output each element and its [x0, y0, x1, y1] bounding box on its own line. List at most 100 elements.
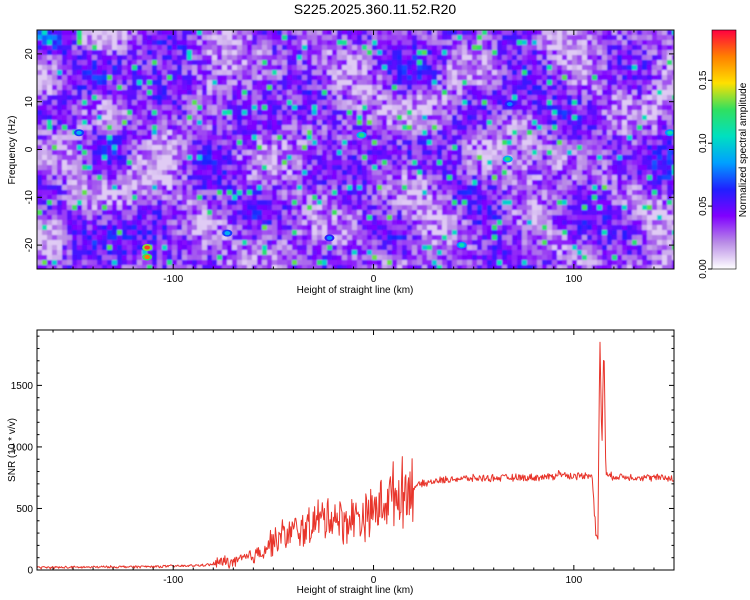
heatmap-cell [617, 190, 623, 196]
heatmap-cell [197, 85, 203, 91]
heatmap-cell [502, 95, 508, 101]
heatmap-cell [202, 125, 208, 131]
heatmap-cell [537, 65, 543, 71]
heatmap-cell [167, 110, 173, 116]
heatmap-cell [542, 160, 548, 166]
heatmap-cell [567, 90, 573, 96]
heatmap-cell [222, 210, 228, 216]
heatmap-cell [282, 160, 288, 166]
heatmap-cell [37, 105, 43, 111]
heatmap-cell [172, 210, 178, 216]
heatmap-cell [422, 150, 428, 156]
heatmap-cell [42, 160, 48, 166]
heatmap-cell [112, 45, 118, 51]
heatmap-cell [662, 80, 668, 86]
heatmap-cell [377, 65, 383, 71]
heatmap-cell [57, 165, 63, 171]
heatmap-cell [52, 160, 58, 166]
heatmap-cell [67, 140, 73, 146]
heatmap-cell [442, 200, 448, 206]
heatmap-cell [402, 135, 408, 141]
heatmap-cell [187, 70, 193, 76]
heatmap-cell [257, 30, 263, 36]
heatmap-cell [42, 50, 48, 56]
heatmap-cell [142, 220, 148, 226]
heatmap-cell [337, 180, 343, 186]
heatmap-cell [632, 70, 638, 76]
heatmap-cell [162, 45, 168, 51]
heatmap-cell [197, 145, 203, 151]
heatmap-cell [202, 180, 208, 186]
heatmap-cell [647, 55, 653, 61]
heatmap-cell [102, 155, 108, 161]
heatmap-cell [132, 205, 138, 211]
heatmap-cell [387, 155, 393, 161]
heatmap-cell [102, 70, 108, 76]
heatmap-cell [437, 75, 443, 81]
heatmap-cell [402, 115, 408, 121]
heatmap-cell [587, 55, 593, 61]
heatmap-cell [167, 165, 173, 171]
heatmap-cell [92, 100, 98, 106]
heatmap-cell [382, 80, 388, 86]
heatmap-cell [347, 120, 353, 126]
heatmap-cell [577, 125, 583, 131]
heatmap-cell [632, 120, 638, 126]
heatmap-cell [622, 40, 628, 46]
heatmap-cell [652, 210, 658, 216]
heatmap-cell [652, 140, 658, 146]
heatmap-cell [427, 195, 433, 201]
heatmap-cell [407, 200, 413, 206]
heatmap-cell [617, 165, 623, 171]
heatmap-cell [657, 30, 663, 36]
heatmap-cell [102, 40, 108, 46]
heatmap-cell [352, 200, 358, 206]
heatmap-cell [387, 165, 393, 171]
heatmap-cell [557, 170, 563, 176]
heatmap-cell [312, 150, 318, 156]
heatmap-cell [227, 35, 233, 41]
heatmap-cell [142, 45, 148, 51]
heatmap-cell [437, 215, 443, 221]
heatmap-cell [42, 100, 48, 106]
heatmap-cell [432, 150, 438, 156]
heatmap-cell [207, 145, 213, 151]
heatmap-cell [52, 170, 58, 176]
heatmap-cell [322, 140, 328, 146]
heatmap-cell [497, 110, 503, 116]
heatmap-cell [167, 135, 173, 141]
heatmap-cell [247, 85, 253, 91]
heatmap-cell [417, 190, 423, 196]
heatmap-cell [457, 160, 463, 166]
heatmap-cell [602, 215, 608, 221]
heatmap-cell [637, 140, 643, 146]
heatmap-cell [297, 70, 303, 76]
heatmap-cell [327, 165, 333, 171]
heatmap-cell [562, 55, 568, 61]
heatmap-cell [307, 95, 313, 101]
heatmap-cell [592, 220, 598, 226]
heatmap-cell [487, 195, 493, 201]
heatmap-cell [82, 80, 88, 86]
heatmap-cell [537, 30, 543, 36]
heatmap-cell [512, 60, 518, 66]
heatmap-cell [102, 180, 108, 186]
heatmap-cell [387, 30, 393, 36]
heatmap-cell [377, 220, 383, 226]
heatmap-cell [142, 80, 148, 86]
heatmap-cell [132, 120, 138, 126]
heatmap-cell [152, 40, 158, 46]
heatmap-cell [427, 85, 433, 91]
heatmap-cell [662, 210, 668, 216]
heatmap-cell [552, 35, 558, 41]
heatmap-cell [482, 55, 488, 61]
heatmap-cell [242, 45, 248, 51]
heatmap-cell [287, 70, 293, 76]
heatmap-cell [287, 195, 293, 201]
heatmap-cell [102, 210, 108, 216]
heatmap-cell [412, 70, 418, 76]
heatmap-cell [667, 160, 673, 166]
heatmap-cell [457, 60, 463, 66]
heatmap-cell [567, 45, 573, 51]
heatmap-cell [412, 215, 418, 221]
